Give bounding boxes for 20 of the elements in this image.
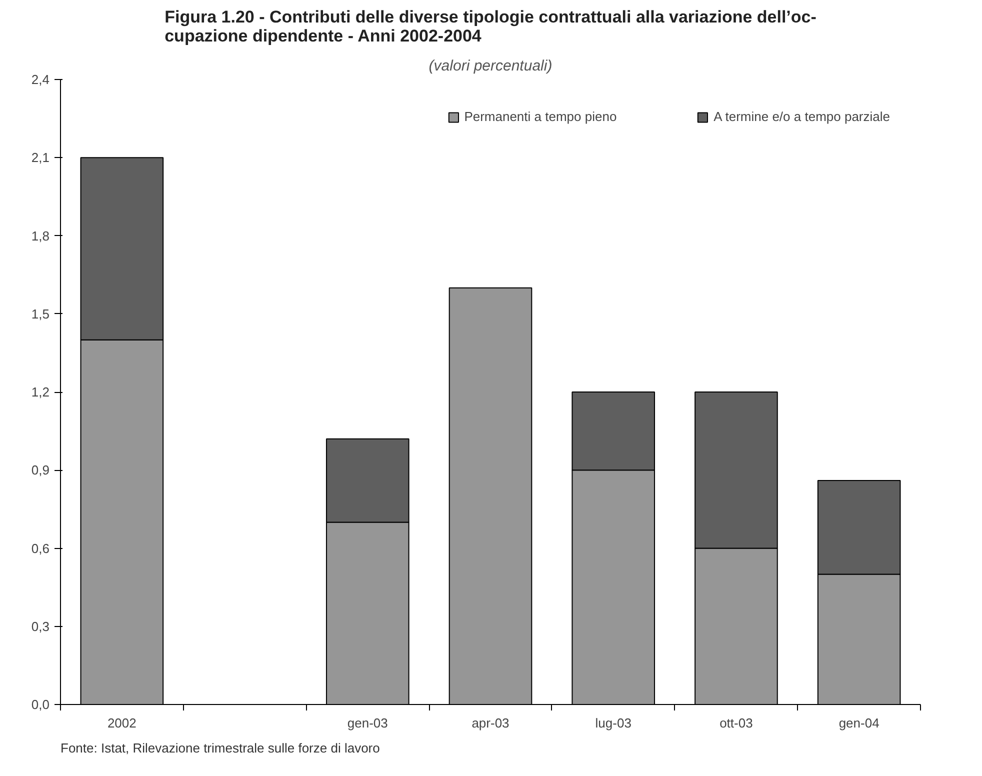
y-tick-label: 1,2 <box>31 384 50 400</box>
y-tick-label: 1,5 <box>31 306 50 322</box>
y-tick-label: 0,6 <box>31 540 50 556</box>
chart-subtitle: (valori percentuali) <box>428 58 552 74</box>
y-tick-label: 0,3 <box>31 618 50 634</box>
y-tick-label: 0,0 <box>31 697 50 712</box>
chart-title: Figura 1.20 - Contributi delle diverse tipologie contrattuali alla variazione dell’oc- cupazione dipendente - Anni 2002-2004 <box>164 8 816 46</box>
source-note: Fonte: Istat, Rilevazione trimestrale sulle forze di lavoro <box>60 740 380 756</box>
x-tick-label: apr-03 <box>472 716 510 730</box>
x-tick-label: 2002 <box>107 716 136 730</box>
x-tick-label: gen-03 <box>347 716 388 730</box>
x-tick-label: gen-04 <box>838 716 880 730</box>
x-tick-label: ott-03 <box>720 716 753 730</box>
y-tick-label: 2,4 <box>31 72 50 87</box>
y-tick-label: 1,8 <box>31 228 50 244</box>
y-tick-label: 2,1 <box>31 150 50 166</box>
legend-label: Permanenti a tempo pieno <box>464 109 617 124</box>
x-tick-label: lug-03 <box>595 716 632 730</box>
y-tick-label: 0,9 <box>31 462 50 478</box>
legend-label: A termine e/o a tempo parziale <box>714 109 890 124</box>
